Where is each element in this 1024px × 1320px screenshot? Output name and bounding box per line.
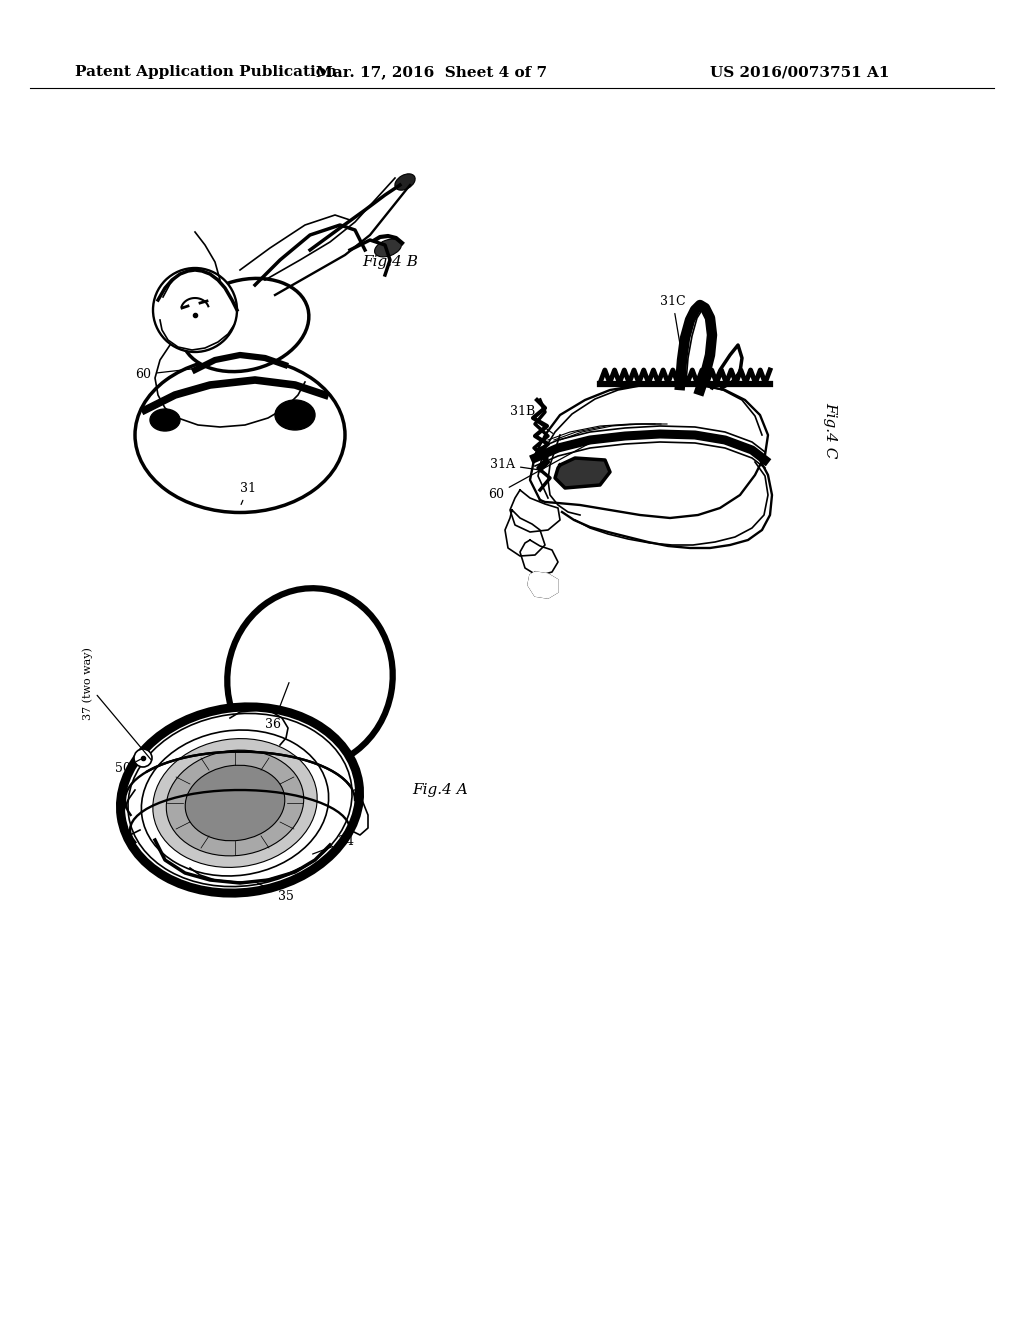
- Circle shape: [153, 268, 237, 352]
- Ellipse shape: [141, 730, 329, 876]
- Text: 60: 60: [135, 368, 198, 381]
- Text: 60: 60: [488, 445, 588, 502]
- Ellipse shape: [375, 239, 401, 257]
- Text: 31: 31: [240, 482, 256, 504]
- Ellipse shape: [395, 174, 415, 190]
- Text: Fig.4 C: Fig.4 C: [823, 401, 837, 458]
- Text: 37 (two way): 37 (two way): [82, 647, 152, 760]
- Ellipse shape: [135, 358, 345, 512]
- Text: 31A: 31A: [490, 458, 538, 471]
- Text: 34: 34: [312, 836, 354, 854]
- Text: Patent Application Publication: Patent Application Publication: [75, 65, 337, 79]
- Ellipse shape: [128, 713, 352, 887]
- Ellipse shape: [181, 279, 309, 372]
- Polygon shape: [555, 458, 610, 488]
- Text: Fig.4 B: Fig.4 B: [362, 255, 418, 269]
- Ellipse shape: [166, 750, 304, 855]
- Ellipse shape: [153, 739, 317, 867]
- Text: Fig.4 A: Fig.4 A: [412, 783, 468, 797]
- Ellipse shape: [275, 400, 315, 430]
- Text: Mar. 17, 2016  Sheet 4 of 7: Mar. 17, 2016 Sheet 4 of 7: [316, 65, 548, 79]
- Text: 35: 35: [257, 883, 294, 903]
- Text: 31C: 31C: [660, 294, 686, 371]
- Text: 31B: 31B: [510, 405, 553, 433]
- Polygon shape: [528, 572, 558, 598]
- Ellipse shape: [185, 766, 285, 841]
- Ellipse shape: [150, 409, 180, 432]
- Circle shape: [134, 748, 152, 767]
- Text: 50: 50: [115, 759, 140, 775]
- Ellipse shape: [121, 708, 359, 894]
- Text: US 2016/0073751 A1: US 2016/0073751 A1: [711, 65, 890, 79]
- Ellipse shape: [227, 589, 393, 768]
- Text: 36: 36: [265, 682, 289, 731]
